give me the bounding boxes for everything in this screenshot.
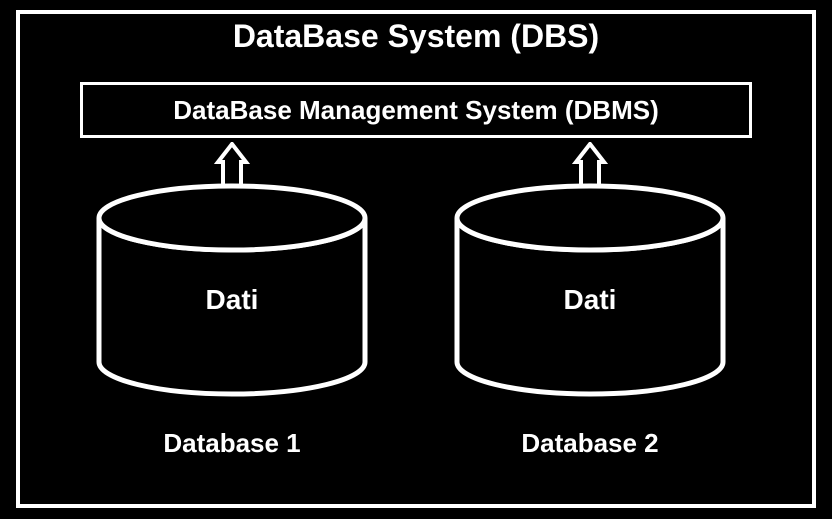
cylinder-label-2: Dati — [452, 284, 728, 316]
diagram-title: DataBase System (DBS) — [16, 18, 816, 55]
cylinder-label-1: Dati — [94, 284, 370, 316]
database-caption-1: Database 1 — [99, 428, 365, 459]
database-cylinder-2: Dati — [452, 181, 728, 431]
cylinder-top — [457, 186, 723, 250]
dbms-box: DataBase Management System (DBMS) — [80, 82, 752, 138]
database-cylinder-1: Dati — [94, 181, 370, 431]
cylinder-top — [99, 186, 365, 250]
database-caption-2: Database 2 — [457, 428, 723, 459]
